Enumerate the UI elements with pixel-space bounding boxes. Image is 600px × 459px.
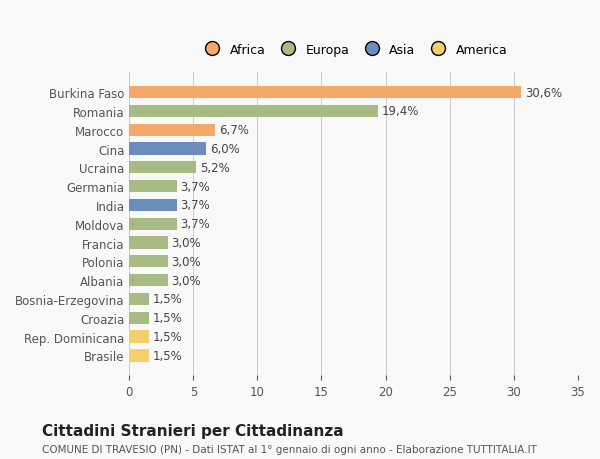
Text: 1,5%: 1,5% bbox=[152, 349, 182, 362]
Text: 3,7%: 3,7% bbox=[181, 199, 211, 212]
Bar bbox=[130, 349, 149, 362]
Bar bbox=[130, 293, 149, 305]
Bar bbox=[130, 274, 168, 287]
Text: 1,5%: 1,5% bbox=[152, 312, 182, 325]
Bar bbox=[130, 312, 149, 324]
Bar bbox=[130, 143, 206, 155]
Text: Cittadini Stranieri per Cittadinanza: Cittadini Stranieri per Cittadinanza bbox=[42, 423, 344, 438]
Text: 30,6%: 30,6% bbox=[525, 86, 562, 99]
Bar bbox=[130, 237, 168, 249]
Text: 6,7%: 6,7% bbox=[219, 124, 249, 137]
Bar bbox=[130, 218, 177, 230]
Text: 1,5%: 1,5% bbox=[152, 330, 182, 343]
Text: COMUNE DI TRAVESIO (PN) - Dati ISTAT al 1° gennaio di ogni anno - Elaborazione T: COMUNE DI TRAVESIO (PN) - Dati ISTAT al … bbox=[42, 444, 537, 454]
Text: 3,0%: 3,0% bbox=[172, 274, 201, 287]
Text: 1,5%: 1,5% bbox=[152, 293, 182, 306]
Text: 3,0%: 3,0% bbox=[172, 255, 201, 268]
Legend: Africa, Europa, Asia, America: Africa, Europa, Asia, America bbox=[196, 40, 511, 61]
Bar bbox=[130, 162, 196, 174]
Bar bbox=[130, 87, 521, 99]
Text: 3,7%: 3,7% bbox=[181, 218, 211, 231]
Bar bbox=[130, 199, 177, 212]
Text: 19,4%: 19,4% bbox=[382, 105, 419, 118]
Bar bbox=[130, 124, 215, 136]
Bar bbox=[130, 180, 177, 193]
Text: 3,7%: 3,7% bbox=[181, 180, 211, 193]
Text: 3,0%: 3,0% bbox=[172, 236, 201, 250]
Bar bbox=[130, 256, 168, 268]
Bar bbox=[130, 331, 149, 343]
Bar bbox=[130, 106, 378, 118]
Text: 5,2%: 5,2% bbox=[200, 162, 230, 174]
Text: 6,0%: 6,0% bbox=[210, 143, 240, 156]
